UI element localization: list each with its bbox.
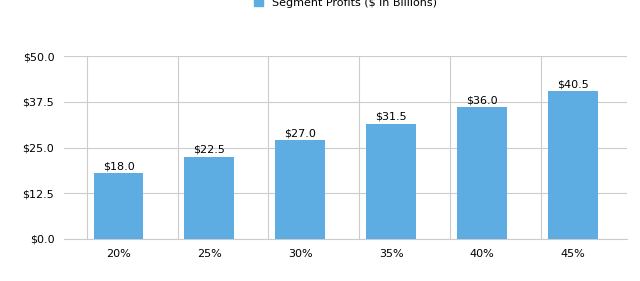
Bar — [93, 173, 143, 239]
Text: $22.5: $22.5 — [193, 145, 225, 155]
Text: $31.5: $31.5 — [375, 112, 407, 122]
Bar — [366, 124, 416, 239]
Bar — [184, 157, 234, 239]
Legend: Segment Profits ($ in Billions): Segment Profits ($ in Billions) — [254, 0, 437, 8]
Text: $18.0: $18.0 — [102, 161, 134, 171]
Text: $27.0: $27.0 — [284, 128, 316, 138]
Bar — [457, 107, 507, 239]
Bar — [275, 140, 325, 239]
Bar — [548, 91, 598, 239]
Text: $40.5: $40.5 — [557, 79, 589, 89]
Text: $36.0: $36.0 — [466, 96, 498, 106]
